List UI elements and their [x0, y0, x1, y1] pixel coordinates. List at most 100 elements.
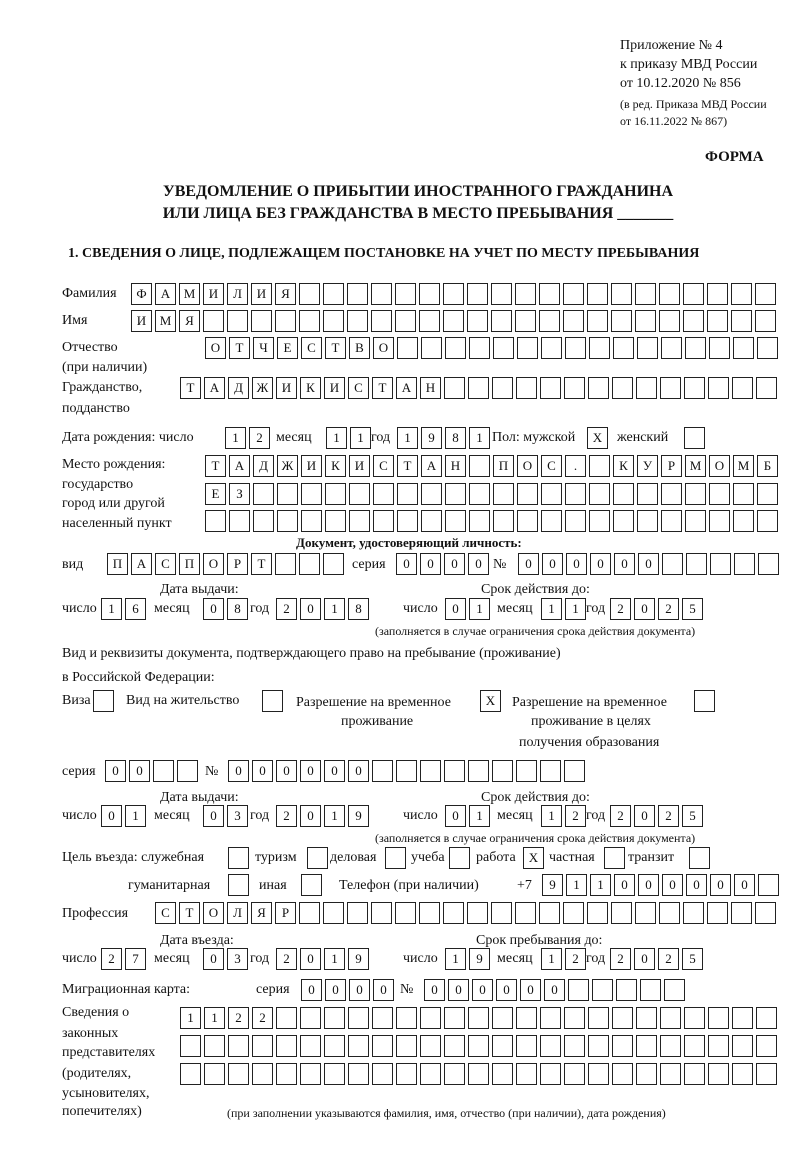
char-cell[interactable] [516, 760, 537, 782]
char-cell[interactable]: Я [275, 283, 296, 305]
char-cell[interactable] [612, 1035, 633, 1057]
char-cell[interactable] [568, 979, 589, 1001]
char-cell[interactable]: 0 [300, 760, 321, 782]
char-cell[interactable] [637, 337, 658, 359]
char-cell[interactable]: 0 [228, 760, 249, 782]
char-cell[interactable] [299, 553, 320, 575]
char-cell[interactable] [635, 310, 656, 332]
char-cell[interactable] [587, 902, 608, 924]
char-cell[interactable] [516, 1007, 537, 1029]
char-cell[interactable] [396, 1063, 417, 1085]
char-cell[interactable] [516, 377, 537, 399]
char-cell[interactable] [640, 979, 661, 1001]
char-cell[interactable]: 3 [227, 948, 248, 970]
char-cell[interactable]: А [204, 377, 225, 399]
char-cell[interactable] [588, 1007, 609, 1029]
char-cell[interactable] [301, 510, 322, 532]
char-cell[interactable] [732, 1007, 753, 1029]
char-cell[interactable]: X [523, 847, 544, 869]
char-cell[interactable] [228, 847, 249, 869]
char-cell[interactable]: 2 [610, 948, 631, 970]
char-cell[interactable] [707, 283, 728, 305]
char-cell[interactable]: 1 [204, 1007, 225, 1029]
char-cell[interactable] [565, 337, 586, 359]
char-cell[interactable]: И [349, 455, 370, 477]
char-cell[interactable]: 7 [125, 948, 146, 970]
char-cell[interactable] [661, 483, 682, 505]
char-cell[interactable] [516, 1063, 537, 1085]
char-cell[interactable] [683, 310, 704, 332]
char-cell[interactable]: 0 [542, 553, 563, 575]
char-cell[interactable] [564, 377, 585, 399]
char-cell[interactable] [733, 510, 754, 532]
char-cell[interactable] [564, 1063, 585, 1085]
char-cell[interactable] [301, 874, 322, 896]
char-cell[interactable] [515, 902, 536, 924]
char-cell[interactable]: 0 [472, 979, 493, 1001]
char-cell[interactable] [707, 902, 728, 924]
char-cell[interactable] [540, 377, 561, 399]
char-cell[interactable] [277, 510, 298, 532]
char-cell[interactable]: 0 [300, 598, 321, 620]
char-cell[interactable] [372, 1063, 393, 1085]
char-cell[interactable] [755, 283, 776, 305]
char-cell[interactable]: С [541, 455, 562, 477]
char-cell[interactable]: 0 [638, 874, 659, 896]
char-cell[interactable]: Я [179, 310, 200, 332]
char-cell[interactable] [349, 483, 370, 505]
char-cell[interactable] [541, 510, 562, 532]
char-cell[interactable]: 0 [420, 553, 441, 575]
char-cell[interactable] [491, 902, 512, 924]
char-cell[interactable] [421, 337, 442, 359]
char-cell[interactable]: О [203, 553, 224, 575]
char-cell[interactable] [227, 310, 248, 332]
char-cell[interactable] [253, 510, 274, 532]
char-cell[interactable] [540, 1063, 561, 1085]
char-cell[interactable] [443, 902, 464, 924]
char-cell[interactable] [636, 377, 657, 399]
char-cell[interactable] [612, 1007, 633, 1029]
char-cell[interactable]: 0 [468, 553, 489, 575]
char-cell[interactable] [228, 1063, 249, 1085]
char-cell[interactable]: 2 [101, 948, 122, 970]
char-cell[interactable] [252, 1063, 273, 1085]
char-cell[interactable] [397, 337, 418, 359]
char-cell[interactable]: 0 [634, 948, 655, 970]
char-cell[interactable]: О [205, 337, 226, 359]
char-cell[interactable]: 8 [445, 427, 466, 449]
char-cell[interactable]: А [131, 553, 152, 575]
char-cell[interactable]: Д [228, 377, 249, 399]
char-cell[interactable] [396, 1007, 417, 1029]
char-cell[interactable] [564, 1007, 585, 1029]
char-cell[interactable]: 1 [125, 805, 146, 827]
char-cell[interactable]: 0 [252, 760, 273, 782]
char-cell[interactable]: Р [275, 902, 296, 924]
char-cell[interactable] [636, 1007, 657, 1029]
char-cell[interactable] [635, 902, 656, 924]
char-cell[interactable] [659, 283, 680, 305]
char-cell[interactable] [589, 483, 610, 505]
char-cell[interactable]: 2 [252, 1007, 273, 1029]
char-cell[interactable] [755, 310, 776, 332]
char-cell[interactable] [449, 847, 470, 869]
char-cell[interactable] [276, 1063, 297, 1085]
char-cell[interactable] [732, 1035, 753, 1057]
char-cell[interactable]: Ж [252, 377, 273, 399]
char-cell[interactable] [300, 1035, 321, 1057]
char-cell[interactable] [659, 310, 680, 332]
char-cell[interactable] [324, 1035, 345, 1057]
char-cell[interactable] [756, 377, 777, 399]
char-cell[interactable]: А [396, 377, 417, 399]
char-cell[interactable] [324, 1007, 345, 1029]
char-cell[interactable] [635, 283, 656, 305]
char-cell[interactable] [445, 483, 466, 505]
char-cell[interactable] [612, 1063, 633, 1085]
char-cell[interactable] [371, 310, 392, 332]
char-cell[interactable]: 0 [734, 874, 755, 896]
char-cell[interactable] [491, 310, 512, 332]
char-cell[interactable] [444, 760, 465, 782]
char-cell[interactable] [324, 1063, 345, 1085]
char-cell[interactable]: Ч [253, 337, 274, 359]
char-cell[interactable]: X [480, 690, 501, 712]
char-cell[interactable] [323, 310, 344, 332]
